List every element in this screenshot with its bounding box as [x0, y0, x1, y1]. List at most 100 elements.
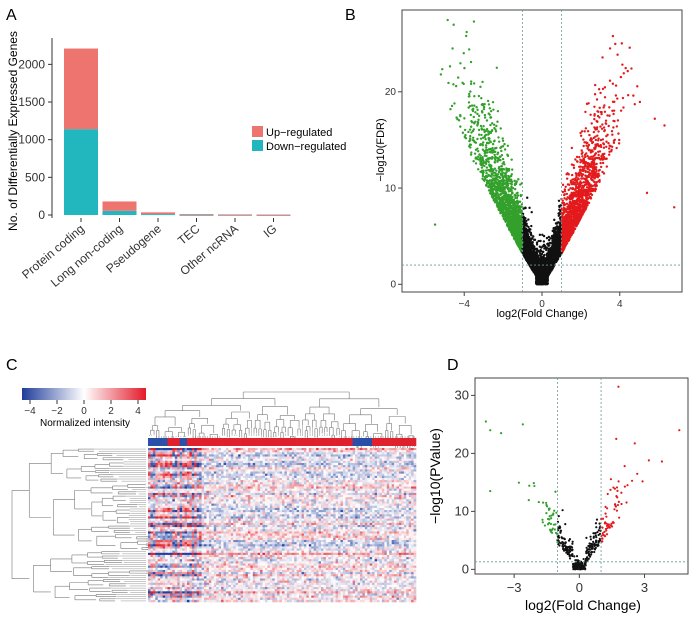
bar-down-1: [102, 210, 137, 215]
point: [612, 126, 615, 129]
point: [469, 82, 473, 86]
point: [561, 183, 565, 187]
point: [581, 173, 584, 176]
point: [565, 192, 569, 196]
point: [603, 110, 607, 114]
point: [487, 174, 490, 177]
point: [485, 171, 488, 175]
point: [545, 248, 548, 252]
point: [636, 85, 639, 88]
point: [486, 130, 490, 133]
point: [607, 124, 610, 128]
point: [561, 199, 564, 202]
point: [563, 203, 567, 206]
point: [542, 240, 546, 243]
point: [470, 151, 473, 154]
point: [496, 109, 500, 113]
point: [483, 152, 487, 155]
point: [580, 186, 584, 189]
panel-a-ytick-label: 1000: [18, 133, 45, 147]
point: [605, 140, 608, 143]
point: [591, 157, 594, 161]
point: [599, 165, 603, 169]
point: [482, 141, 485, 144]
point: [600, 127, 604, 131]
panel-label-a: A: [6, 7, 17, 24]
point: [606, 133, 609, 136]
point: [491, 100, 495, 104]
point: [594, 147, 597, 150]
point: [577, 189, 581, 192]
bar-up-2: [141, 212, 175, 215]
point: [479, 124, 483, 128]
point: [474, 111, 477, 114]
point: [496, 152, 499, 156]
point: [467, 106, 470, 109]
point: [612, 109, 616, 112]
point: [600, 155, 603, 158]
point: [591, 184, 595, 187]
panel-a-ytick-label: 1500: [18, 95, 45, 109]
point: [453, 102, 456, 105]
point: [563, 193, 566, 196]
point: [482, 124, 485, 128]
point: [574, 158, 577, 161]
point: [617, 132, 620, 135]
point: [560, 207, 563, 211]
point: [441, 68, 444, 71]
point: [597, 153, 600, 157]
point: [594, 135, 597, 138]
point: [626, 69, 629, 73]
panel-label-c: C: [6, 357, 18, 374]
point: [593, 114, 596, 117]
bar-up-3: [179, 214, 214, 216]
point: [476, 108, 479, 112]
point: [584, 161, 588, 165]
point: [579, 131, 582, 135]
point: [620, 42, 624, 45]
point: [490, 150, 493, 154]
point: [617, 142, 621, 145]
point: [596, 134, 599, 137]
point: [608, 114, 611, 117]
point: [530, 224, 533, 228]
point: [484, 144, 488, 147]
point: [471, 138, 475, 142]
point: [506, 177, 510, 181]
point: [570, 146, 574, 150]
point: [500, 174, 503, 177]
point: [597, 130, 600, 133]
point: [485, 166, 489, 169]
point: [596, 114, 600, 118]
point: [610, 145, 614, 148]
point: [604, 122, 608, 125]
point: [483, 102, 486, 106]
point: [611, 133, 614, 136]
point: [566, 172, 569, 175]
point: [529, 237, 533, 240]
point: [493, 161, 496, 164]
point: [577, 173, 580, 176]
point: [509, 204, 512, 208]
point: [477, 128, 481, 132]
point: [470, 104, 474, 107]
point: [467, 92, 471, 96]
point: [595, 170, 598, 174]
point: [485, 119, 489, 122]
point: [614, 94, 618, 97]
point: [490, 122, 494, 125]
point: [586, 141, 589, 145]
legend-swatch-up: [252, 126, 263, 137]
point: [563, 188, 567, 191]
point: [601, 123, 604, 126]
point: [575, 155, 579, 159]
point: [545, 236, 549, 240]
point: [580, 130, 584, 133]
point: [476, 137, 479, 141]
point: [599, 161, 602, 165]
point: [509, 174, 513, 178]
point: [553, 218, 556, 222]
point: [479, 137, 483, 140]
point: [585, 144, 588, 147]
